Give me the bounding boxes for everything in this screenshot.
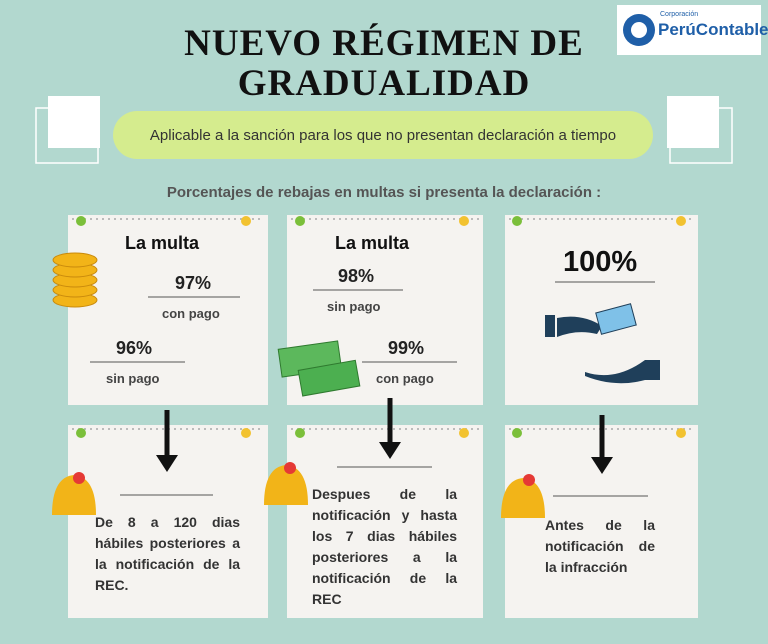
logo-small: Corporación	[660, 11, 699, 18]
cards	[68, 215, 698, 618]
coins-icon	[52, 252, 98, 308]
pin	[676, 428, 686, 438]
pin	[512, 216, 522, 226]
badge	[284, 462, 296, 474]
arrowhead	[591, 457, 613, 474]
title: NUEVO RÉGIMEN DE	[184, 23, 584, 64]
hand	[585, 360, 660, 384]
card-heading: La multa	[335, 233, 410, 253]
coin	[52, 252, 98, 268]
hand	[545, 315, 602, 337]
pins	[76, 216, 686, 438]
bill	[595, 303, 637, 335]
deco-square	[48, 96, 100, 148]
title: GRADUALIDAD	[237, 63, 531, 104]
bell	[264, 465, 308, 505]
pin	[241, 216, 251, 226]
subtitle-pill	[113, 111, 653, 159]
pin	[241, 428, 251, 438]
card	[287, 425, 483, 618]
card-heading: La multa	[125, 233, 200, 253]
label: sin pago	[106, 371, 160, 386]
pin	[76, 428, 86, 438]
logo-icon	[631, 22, 647, 38]
badge	[523, 474, 535, 486]
card	[68, 215, 268, 405]
bell	[52, 475, 96, 515]
bell	[501, 478, 545, 518]
percentage: 100%	[563, 246, 638, 278]
percentage: 97%	[175, 273, 212, 293]
badge	[73, 472, 85, 484]
intro: Porcentajes de rebajas en multas si pres…	[166, 184, 602, 201]
label: con pago	[376, 371, 434, 386]
note: De 8 a 120 dias hábiles posteriores a la…	[95, 514, 240, 593]
logo-name: PerúContable	[658, 20, 768, 39]
pin	[676, 216, 686, 226]
deco-square	[667, 96, 719, 148]
percentage: 96%	[116, 338, 153, 358]
percentage: 98%	[338, 266, 375, 286]
label: con pago	[162, 306, 220, 321]
label: sin pago	[327, 299, 381, 314]
arrows	[164, 398, 605, 460]
pin	[295, 428, 305, 438]
arrowhead	[379, 442, 401, 459]
pin	[512, 428, 522, 438]
subtitle: Aplicable a la sanción para los que no p…	[149, 127, 617, 144]
pin	[459, 428, 469, 438]
pin	[76, 216, 86, 226]
arrowhead	[156, 455, 178, 472]
hands-icon	[545, 303, 660, 384]
pin	[295, 216, 305, 226]
dividers	[90, 281, 655, 497]
note: Antes de la notificación de la infracció…	[545, 517, 655, 575]
bill	[297, 359, 361, 397]
percentage: 99%	[388, 338, 425, 358]
pin	[459, 216, 469, 226]
card	[505, 215, 698, 405]
money-icon	[277, 340, 361, 397]
note: Despues de la notificación y hasta los 7…	[312, 486, 457, 607]
bells	[52, 462, 545, 518]
